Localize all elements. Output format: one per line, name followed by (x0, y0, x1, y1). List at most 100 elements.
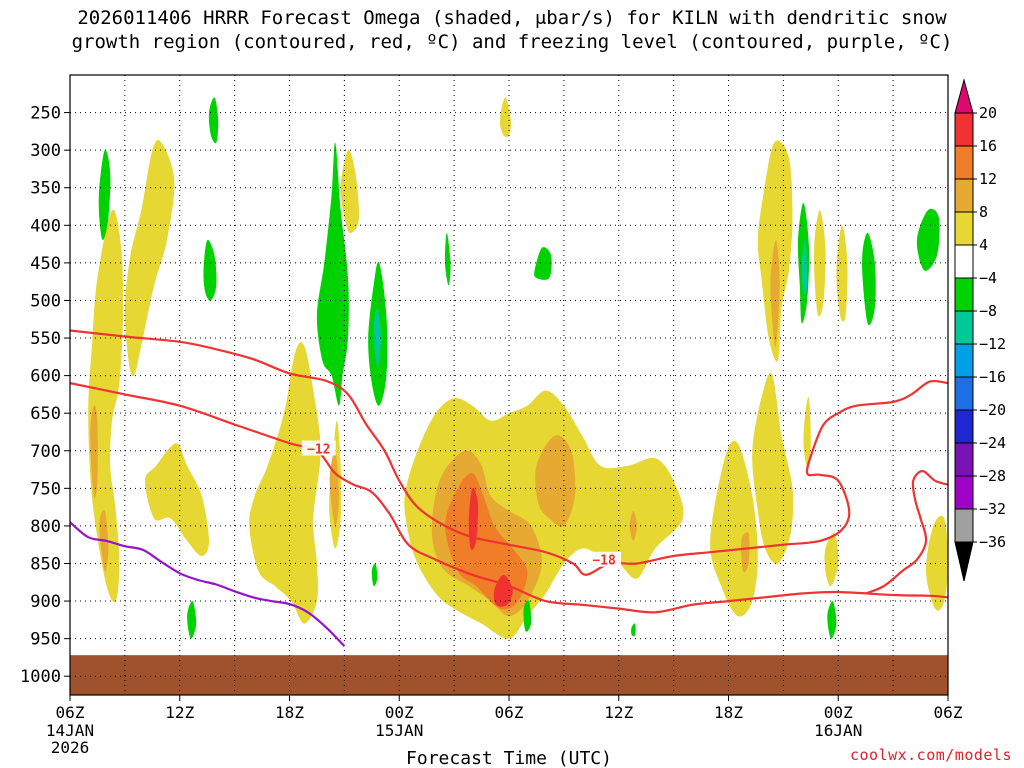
y-tick-label: 400 (30, 216, 61, 236)
contour-label: −18 (592, 554, 616, 569)
colorbar-swatch (954, 277, 974, 312)
omega-region-pos16 (468, 487, 479, 550)
x-tick-label: 00Z (385, 703, 414, 722)
omega-region-neg4 (862, 232, 876, 326)
omega-region-pos4 (88, 209, 124, 603)
colorbar-label: −12 (979, 335, 1006, 353)
x-tick-label: 12Z (165, 703, 194, 722)
omega-region-neg4 (827, 600, 837, 639)
omega-region-pos4 (340, 149, 360, 234)
omega-region-neg4 (98, 149, 111, 241)
omega-region-pos8 (770, 240, 780, 347)
contour-line (70, 382, 948, 614)
chart-title: 2026011406 HRRR Forecast Omega (shaded, … (0, 6, 1024, 54)
omega-region-pos4 (813, 210, 826, 317)
omega-region-pos4 (124, 139, 175, 377)
colorbar-swatch (954, 112, 974, 147)
colorbar-swatch (954, 211, 974, 246)
omega-region-pos4 (803, 397, 811, 466)
y-tick-label: 850 (30, 554, 61, 574)
omega-region-neg4 (444, 232, 451, 286)
x-date-label: 15JAN (375, 721, 423, 740)
y-tick-label: 600 (30, 367, 61, 387)
colorbar-label: −28 (979, 467, 1006, 485)
title-line-2: growth region (contoured, red, ºC) and f… (71, 31, 953, 53)
x-tick-label: 12Z (604, 703, 633, 722)
y-tick-label: 750 (30, 479, 61, 499)
colorbar-swatch (954, 376, 974, 411)
contour-label-bg (301, 440, 336, 456)
omega-region-neg4 (631, 623, 636, 637)
colorbar-swatch (954, 508, 974, 543)
omega-region-neg4 (316, 142, 349, 406)
x-tick-label: 18Z (275, 703, 304, 722)
colorbar-swatch (954, 244, 974, 279)
colorbar-label: −32 (979, 500, 1006, 518)
omega-region-pos4 (249, 342, 321, 624)
y-tick-label: 650 (30, 404, 61, 424)
colorbar-swatch (954, 78, 974, 114)
colorbar-swatch (954, 145, 974, 180)
colorbar-label: 4 (979, 236, 988, 254)
contour-line (865, 469, 948, 595)
omega-region-neg8 (801, 239, 808, 295)
omega-region-pos8 (535, 435, 576, 527)
x-date-label: 16JAN (814, 721, 862, 740)
omega-region-neg4 (187, 600, 197, 639)
colorbar: 20 16 12 8 4 −4 −8 −12 −16 −20 −24 −28 −32 −36 (954, 78, 1006, 582)
colorbar-swatch (954, 178, 974, 213)
y-tick-label: 350 (30, 179, 61, 199)
colorbar-swatch (954, 442, 974, 477)
y-tick-label: 300 (30, 141, 61, 161)
x-axis-label: Forecast Time (UTC) (406, 748, 612, 768)
contour-label: −12 (307, 443, 330, 458)
omega-region-pos4 (710, 440, 758, 617)
y-tick-label: 250 (30, 104, 61, 124)
colorbar-swatch (954, 310, 974, 345)
omega-region-pos4 (752, 373, 794, 564)
contour-line (70, 521, 346, 647)
title-line-1: 2026011406 HRRR Forecast Omega (shaded, … (77, 7, 947, 29)
colorbar-swatch (954, 475, 974, 510)
omega-region-neg4 (916, 208, 940, 271)
colorbar-label: −8 (979, 302, 997, 320)
omega-region-neg4 (523, 600, 532, 632)
source-watermark: coolwx.com/models (849, 746, 1012, 764)
colorbar-label: 20 (979, 104, 997, 122)
omega-region-neg4 (371, 563, 378, 587)
y-tick-label: 900 (30, 592, 61, 612)
contour-line (70, 329, 948, 576)
y-tick-label: 700 (30, 442, 61, 462)
omega-region-pos8 (90, 405, 98, 499)
colorbar-label: −20 (979, 401, 1006, 419)
y-tick-label: 950 (30, 630, 61, 650)
x-date-label: 14JAN (46, 721, 94, 740)
colorbar-label: −24 (979, 434, 1006, 452)
x-year-label: 2026 (51, 738, 90, 757)
colorbar-label: −16 (979, 368, 1006, 386)
x-tick-label: 00Z (824, 703, 853, 722)
y-axis: 250 300 350 400 450 500 550 600 650 700 750 800 850 9… (20, 104, 70, 687)
colorbar-swatch (954, 409, 974, 444)
x-tick-label: 06Z (56, 703, 85, 722)
colorbar-label: −36 (979, 533, 1006, 551)
colorbar-swatch (954, 541, 974, 582)
omega-region-pos8 (629, 510, 637, 541)
omega-region-neg8 (373, 307, 381, 369)
colorbar-label: 8 (979, 203, 988, 221)
y-tick-label: 550 (30, 329, 61, 349)
omega-region-pos4 (824, 533, 839, 587)
colorbar-label: 12 (979, 170, 997, 188)
x-tick-label: 06Z (934, 703, 963, 722)
omega-region-pos4 (499, 97, 511, 137)
omega-region-neg4 (208, 97, 219, 144)
colorbar-label: 16 (979, 137, 997, 155)
omega-region-neg4 (534, 247, 552, 280)
x-tick-label: 18Z (714, 703, 743, 722)
colorbar-swatch (954, 343, 974, 378)
omega-region-neg4 (203, 239, 217, 301)
omega-region-pos4 (836, 225, 848, 322)
contour-lines: −12 −18 (70, 329, 948, 647)
omega-region-pos4 (144, 443, 209, 556)
